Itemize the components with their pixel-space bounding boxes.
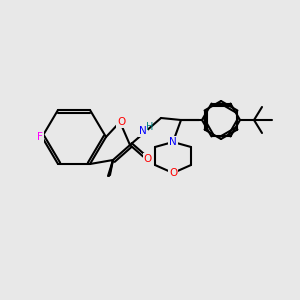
Text: O: O [144, 154, 152, 164]
Text: F: F [37, 132, 43, 142]
Text: N: N [139, 126, 147, 136]
Text: O: O [117, 117, 125, 127]
Text: N: N [169, 137, 177, 147]
Text: H: H [146, 122, 154, 132]
Text: O: O [169, 168, 177, 178]
